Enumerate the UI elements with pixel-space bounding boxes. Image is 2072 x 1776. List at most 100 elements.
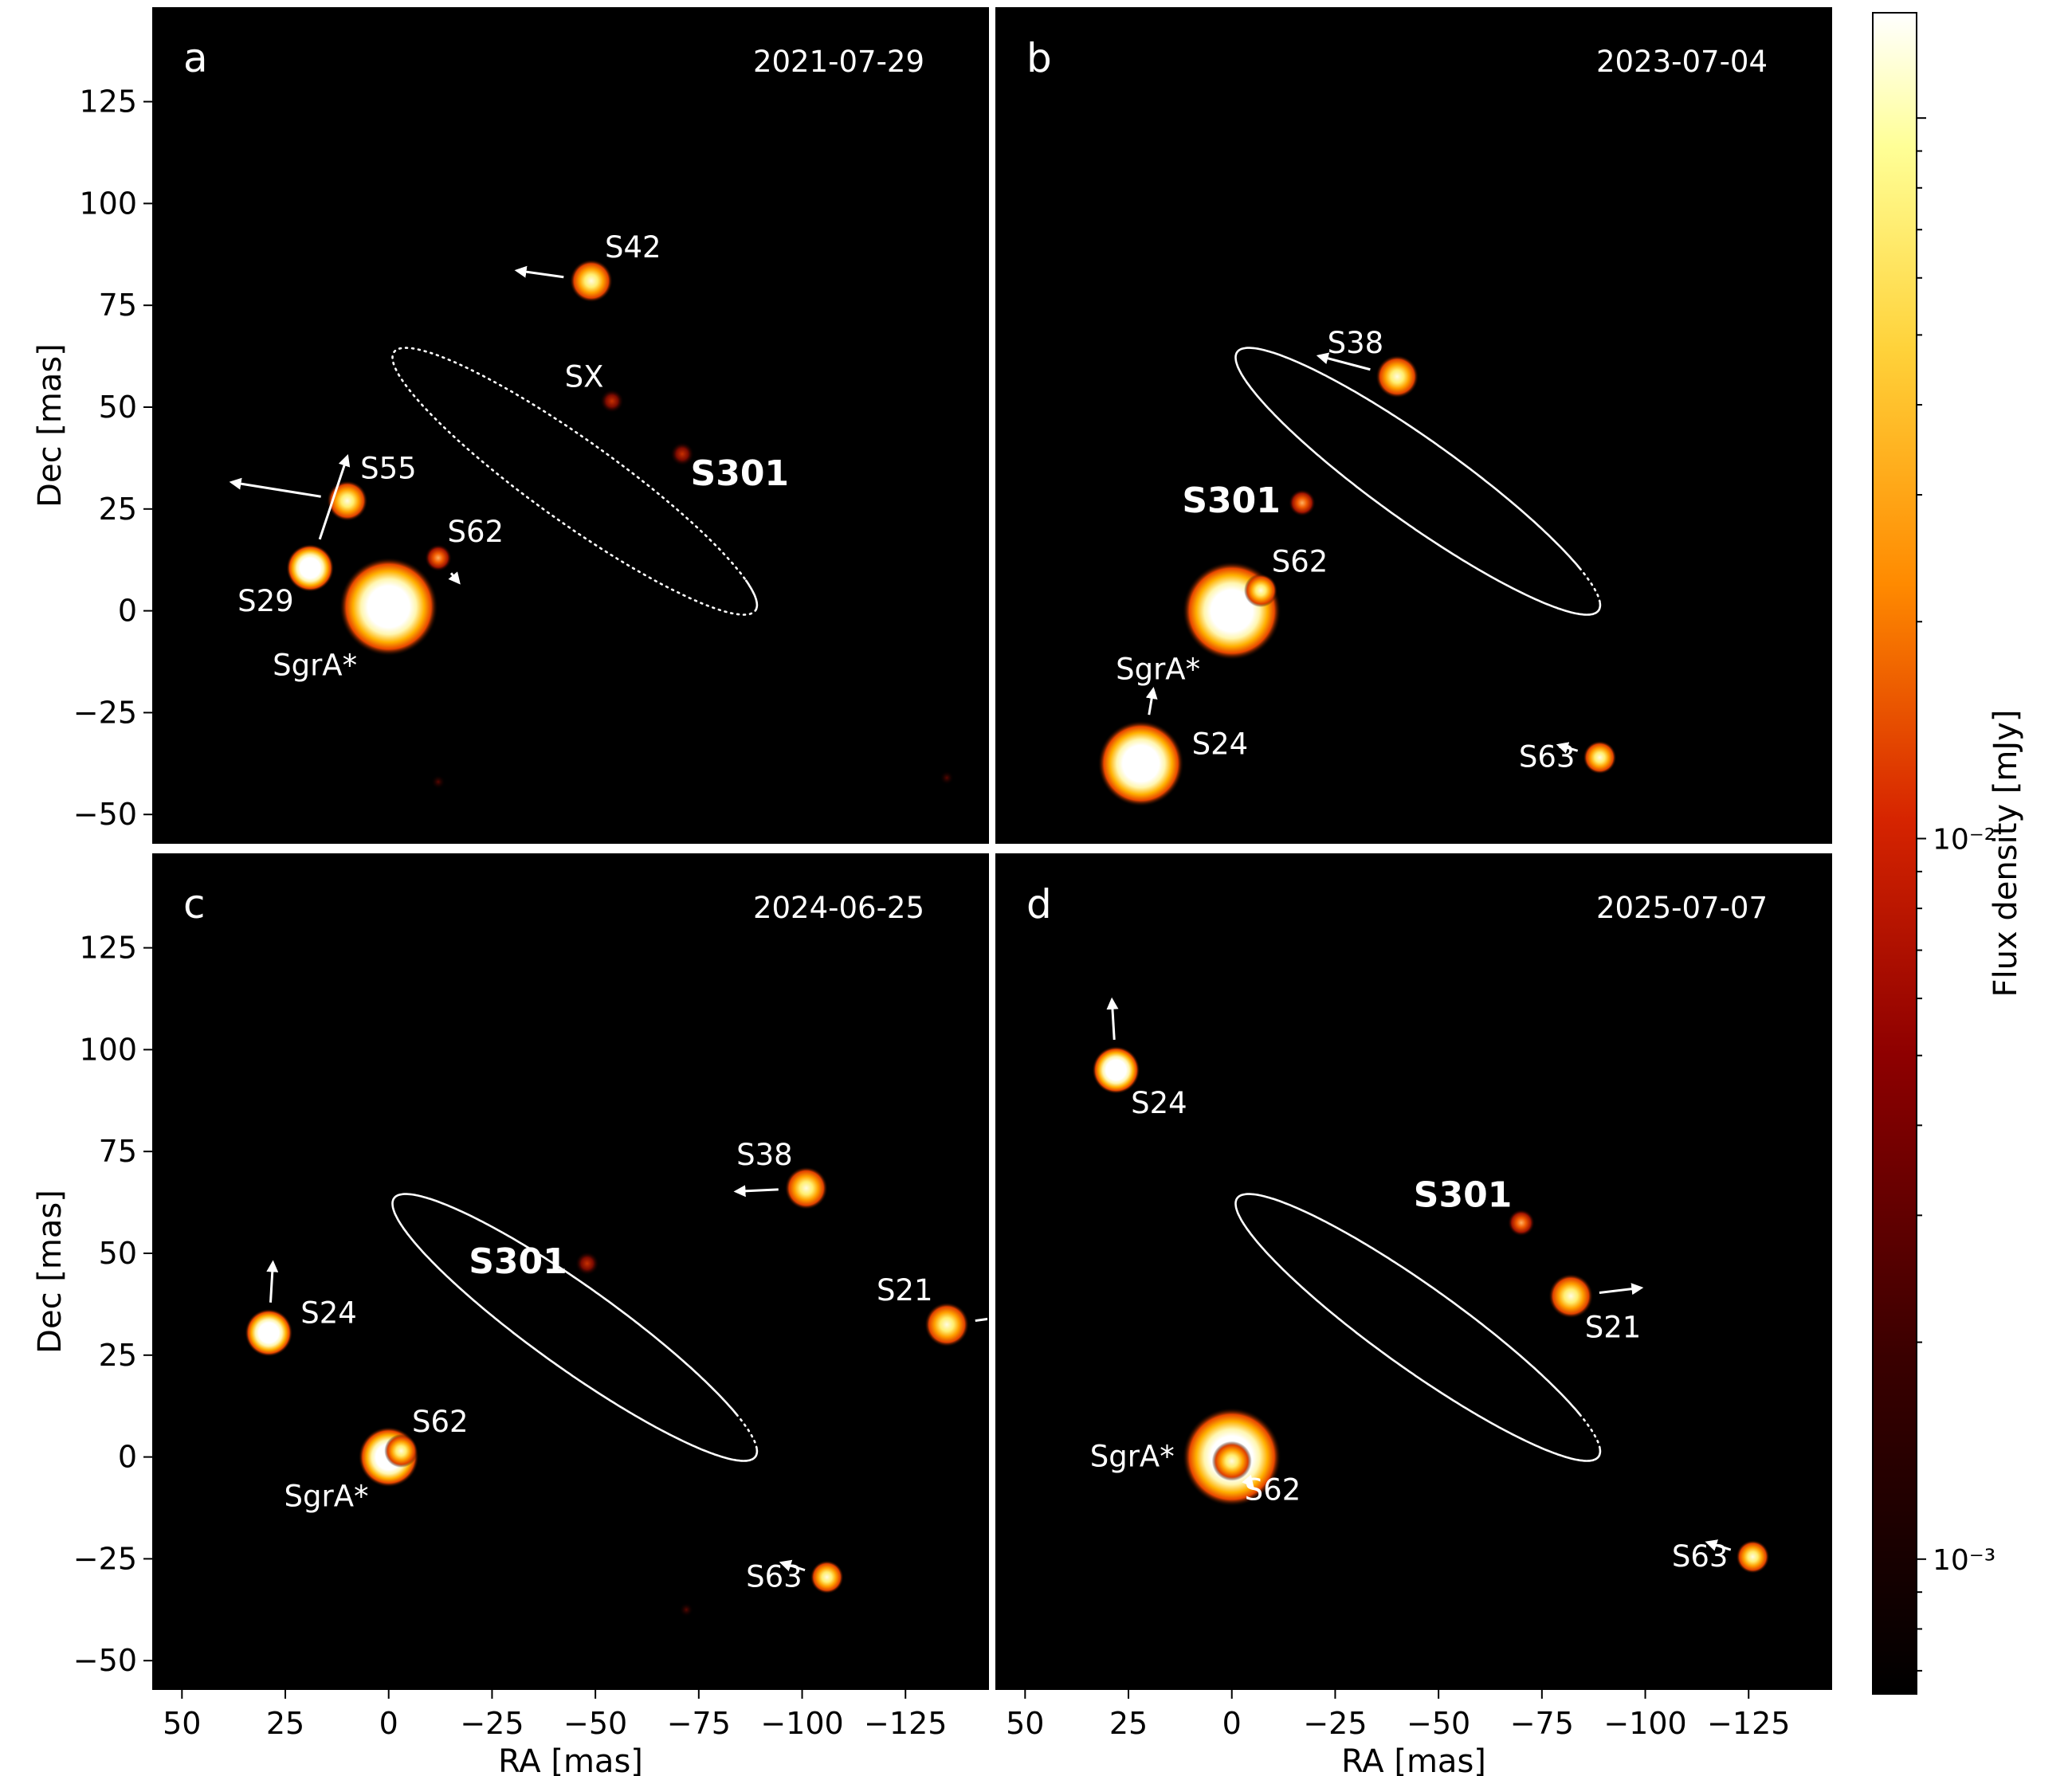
y-tick-label: −25 [73,695,137,730]
star-label-s62: S62 [448,515,504,549]
orbit-solid [744,579,759,610]
motion-arrow-s24 [1145,686,1158,715]
panel-b: SgrA* S38 S301 S62 S24 S63 b 2023-07-04 [995,7,1832,844]
motion-arrow-s21 [975,1317,988,1323]
panel-background [996,8,1831,843]
panel-frame [995,7,1832,844]
orbit-dotted [736,1413,758,1450]
orbit-solid [1234,347,1602,616]
colorbar: 10⁻² 10⁻³ Flux density [mJy] [1872,12,2024,1695]
panel-date: 2024-06-25 [753,891,924,925]
star-label-sx: SX [565,359,604,394]
y-tick-label: 25 [99,1338,137,1373]
star-s62 [1244,574,1278,608]
star-label-sgra: SgrA* [285,1480,369,1514]
star-label-s63: S63 [746,1559,803,1594]
panel-background [996,854,1831,1689]
star-label-s21: S21 [877,1273,933,1307]
star-s24 [1097,720,1184,807]
x-tick-label: −25 [1303,1706,1367,1741]
x-tick-label: 0 [1222,1706,1242,1741]
x-tick-label: −50 [563,1706,627,1741]
star-s42 [569,259,613,303]
motion-arrow-s62 [448,571,461,585]
y-axis-label: Dec [mas] [32,1190,69,1354]
colorbar-label: Flux density [mJy] [1988,710,2024,998]
y-tick-label: 25 [99,492,137,527]
star-label-s62: S62 [1245,1473,1301,1507]
star-label-s38: S38 [1328,326,1384,360]
panel-frame [995,853,1832,1690]
motion-arrow-s63 [1705,1539,1732,1551]
motion-arrow-s29 [318,454,351,540]
star-label-s63: S63 [1519,740,1576,774]
y-tick-label: 100 [79,186,137,221]
panel-letter: d [1026,881,1052,927]
y-tick-label: 50 [99,1236,137,1271]
star-label-sgra: SgrA* [273,648,357,682]
y-axis-label: Dec [mas] [32,343,69,508]
motion-arrow-s38 [1316,352,1371,371]
panel-letter: b [1026,35,1052,81]
orbit-solid [391,1193,759,1462]
star-s63 [1736,1539,1770,1574]
star-label-s24: S24 [300,1296,357,1331]
motion-arrow-s42 [514,265,564,279]
x-tick-label: −25 [460,1706,524,1741]
orbit-dotted [1579,1413,1601,1450]
panel-letter: a [183,35,208,81]
star-s21 [924,1302,970,1347]
motion-arrow-s63 [779,1559,806,1572]
star-label-s55: S55 [360,451,417,485]
y-tick-label: 125 [79,84,137,120]
x-tick-label: −50 [1407,1706,1470,1741]
star-label-s62: S62 [1272,544,1328,578]
star-sx [599,389,624,414]
star-s24 [245,1308,293,1357]
x-tick-label: 25 [266,1706,304,1741]
colorbar-tick-label: 10⁻³ [1933,1544,1995,1577]
motion-arrow-s21 [1599,1283,1644,1296]
star-label-s301: S301 [469,1241,567,1282]
orbit-dotted [391,347,758,616]
star-s21 [1548,1273,1594,1319]
star-s63 [1583,740,1617,774]
x-axis-label: RA [mas] [1341,1743,1486,1776]
panel-background [153,8,988,843]
x-tick-label: −100 [1603,1706,1686,1741]
star-s301 [575,1251,599,1276]
panel-background [153,854,988,1689]
star-label-s38: S38 [736,1138,793,1172]
orbit-solid [1234,1193,1602,1462]
panel-date: 2023-07-04 [1596,45,1768,79]
colorbar-gradient [1872,12,1917,1695]
colorbar-tick-label: 10⁻² [1933,823,1995,856]
star-s62 [424,544,452,572]
panel-letter: c [183,881,206,927]
y-tick-label: 75 [99,1134,137,1169]
y-tick-label: 75 [99,288,137,323]
y-tick-label: 0 [118,1440,137,1475]
star-label-s301: S301 [1182,480,1281,521]
panel-d: SgrA* S62 S301 S21 S24 S63 d 2025-07-07 50 25 0 −25… [995,853,1832,1776]
star-label-s24: S24 [1131,1086,1187,1120]
star-label-s63: S63 [1672,1539,1729,1574]
x-tick-label: −125 [864,1706,947,1741]
colorbar-ticks: 10⁻² 10⁻³ [1917,117,1995,1672]
star-label-sgra: SgrA* [1090,1440,1175,1474]
y-tick-label: −50 [73,1643,137,1678]
star-s301 [1288,489,1316,517]
star-label-s42: S42 [605,230,661,265]
star-s24 [1092,1045,1140,1094]
panel-frame [152,853,989,1690]
star-label-s301: S301 [691,453,790,494]
x-axis-label: RA [mas] [498,1743,643,1776]
star-s301 [1507,1209,1535,1237]
star-label-s21: S21 [1585,1311,1642,1345]
motion-arrow-s63 [1556,742,1579,754]
star-label-s29: S29 [237,584,294,618]
y-tick-label: −25 [73,1541,137,1576]
y-tick-label: −50 [73,797,137,832]
star-s38 [784,1166,828,1210]
